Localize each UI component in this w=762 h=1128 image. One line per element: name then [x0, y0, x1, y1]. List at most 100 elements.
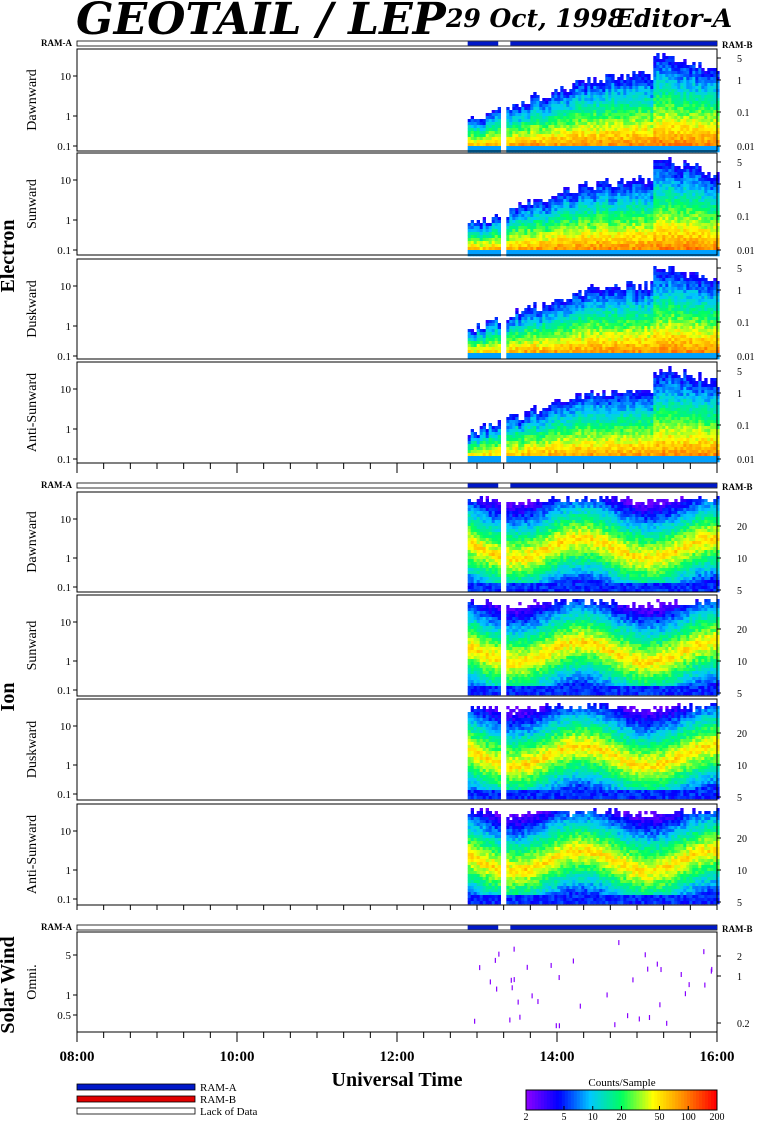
solar-wind-omni-right-tick-1: 1	[737, 972, 742, 983]
electron-anti-sunward-right-tick-3: 0.01	[737, 455, 755, 466]
ion-mode-segment-2	[510, 483, 717, 488]
ion-anti-sunward-right-tick-1: 10	[737, 866, 747, 877]
colorbar: 2 5 10 20 50 100 200	[524, 1089, 725, 1123]
colorbar-cell-56	[693, 1090, 697, 1110]
colorbar-cell-41	[648, 1090, 652, 1110]
colorbar-cell-16	[573, 1090, 578, 1110]
colorbar-tick-label-5: 100	[681, 1112, 696, 1123]
electron-anti-sunward-spectrogram-cells	[467, 366, 720, 463]
colorbar-cell-57	[696, 1090, 700, 1110]
colorbar-cell-2	[531, 1090, 536, 1110]
colorbar-cell-6	[543, 1090, 548, 1110]
colorbar-cell-58	[699, 1090, 703, 1110]
colorbar-tick-label-1: 5	[562, 1112, 567, 1123]
electron-sunward-right-tick-1: 1	[737, 180, 742, 191]
colorbar-cell-40	[645, 1090, 649, 1110]
electron-sunward-right-tick-2: 0.1	[737, 212, 750, 223]
colorbar-cell-17	[576, 1090, 581, 1110]
ion-sunward-label: Sunward	[25, 621, 40, 671]
colorbar-cell-5	[540, 1090, 545, 1110]
ion-duskward-right-tick-2: 5	[737, 793, 742, 804]
colorbar-cell-8	[549, 1090, 554, 1110]
panels-layer	[73, 40, 721, 1042]
electron-sunward-left-tick-2: 0.1	[57, 245, 71, 257]
legend-label-ram-b: RAM-B	[200, 1094, 236, 1106]
x-tick-label-1000: 10:00	[220, 1049, 255, 1065]
colorbar-cell-60	[705, 1090, 709, 1110]
electron-duskward-spectrogram-cells	[467, 266, 720, 360]
electron-dawnward-spectrogram-cells	[467, 53, 720, 153]
ion-duskward-panel	[73, 698, 721, 801]
electron-sunward-right-tick-3: 0.01	[737, 246, 755, 257]
solar-wind-omni-left-tick-1: 1	[66, 990, 72, 1002]
ion-sunward-right-tick-2: 5	[737, 689, 742, 700]
x-tick-label-1200: 12:00	[380, 1049, 415, 1065]
colorbar-cell-13	[564, 1090, 569, 1110]
ion-dawnward-right-tick-1: 10	[737, 554, 747, 565]
electron-duskward-label: Duskward	[25, 280, 40, 338]
ion-anti-sunward-right-tick-0: 20	[737, 834, 747, 845]
ion-sunward-left-tick-1: 1	[66, 656, 72, 668]
electron-duskward-left-tick-0: 10	[60, 281, 72, 293]
colorbar-cell-3	[534, 1090, 539, 1110]
colorbar-cell-45	[660, 1090, 664, 1110]
ion-duskward-spectrogram-cells	[467, 703, 720, 800]
ion-anti-sunward-left-tick-2: 0.1	[57, 894, 71, 906]
colorbar-cell-28	[609, 1090, 614, 1110]
colorbar-cell-48	[669, 1090, 673, 1110]
solar-wind-omni-right-tick-0: 2	[737, 952, 742, 963]
electron-duskward-right-tick-1: 1	[737, 286, 742, 297]
colorbar-cell-55	[690, 1090, 694, 1110]
electron-sunward-left-tick-1: 1	[66, 215, 72, 227]
electron-sunward-spectrogram-cells	[467, 157, 720, 257]
electron-mode-segment-2	[510, 41, 717, 46]
colorbar-cell-36	[633, 1090, 637, 1110]
electron-sunward-label: Sunward	[25, 179, 40, 229]
electron-duskward-left-tick-2: 0.1	[57, 351, 71, 363]
solar-wind-omni-sparse-marks	[474, 940, 713, 1029]
colorbar-cell-1	[528, 1090, 533, 1110]
electron-anti-sunward-left-tick-2: 0.1	[57, 454, 71, 466]
ion-group-label: Ion	[0, 683, 19, 712]
ion-dawnward-spectrogram-cells	[467, 496, 720, 593]
ion-duskward-left-tick-0: 10	[60, 721, 72, 733]
colorbar-cell-15	[570, 1090, 575, 1110]
electron-dawnward-right-tick-0: 5	[737, 54, 742, 65]
solar-wind-omni-right-tick-2: 0.2	[737, 1019, 750, 1030]
ion-dawnward-right-tick-0: 20	[737, 522, 747, 533]
colorbar-cell-43	[654, 1090, 658, 1110]
ion-duskward-right-tick-0: 20	[737, 729, 747, 740]
ion-duskward-label: Duskward	[25, 721, 40, 779]
colorbar-tick-label-2: 10	[588, 1112, 598, 1123]
electron-anti-sunward-panel	[73, 361, 721, 464]
electron-anti-sunward-right-tick-0: 5	[737, 367, 742, 378]
electron-mode-segment-0	[467, 41, 499, 46]
electron-anti-sunward-left-tick-1: 1	[66, 424, 72, 436]
ion-anti-sunward-label: Anti-Sunward	[25, 815, 40, 894]
ion-sunward-spectrogram-cells	[467, 599, 720, 696]
ion-dawnward-left-tick-0: 10	[60, 514, 72, 526]
colorbar-cell-20	[585, 1090, 590, 1110]
electron-anti-sunward-right-tick-1: 1	[737, 389, 742, 400]
electron-dawnward-right-tick-1: 1	[737, 76, 742, 87]
solar-wind-mode-label-left: RAM-A	[41, 922, 72, 932]
x-tick-label-0800: 08:00	[60, 1049, 95, 1065]
colorbar-cell-51	[678, 1090, 682, 1110]
colorbar-cell-29	[612, 1090, 617, 1110]
electron-duskward-right-tick-0: 5	[737, 264, 742, 275]
electron-group-label: Electron	[0, 220, 19, 293]
ion-sunward-left-tick-2: 0.1	[57, 685, 71, 697]
ion-dawnward-right-tick-2: 5	[737, 586, 742, 597]
solar-wind-mode-label-right: RAM-B	[722, 924, 753, 934]
solar-wind-mode-segment-0	[467, 925, 499, 930]
colorbar-cell-14	[567, 1090, 572, 1110]
ion-sunward-left-tick-0: 10	[60, 617, 72, 629]
colorbar-cell-25	[600, 1090, 605, 1110]
electron-mode-segment-1	[498, 41, 511, 46]
electron-anti-sunward-label: Anti-Sunward	[25, 373, 40, 452]
legend-swatch-lack	[76, 1107, 196, 1115]
colorbar-cell-7	[546, 1090, 551, 1110]
colorbar-cell-9	[552, 1090, 557, 1110]
colorbar-cell-32	[621, 1090, 625, 1110]
